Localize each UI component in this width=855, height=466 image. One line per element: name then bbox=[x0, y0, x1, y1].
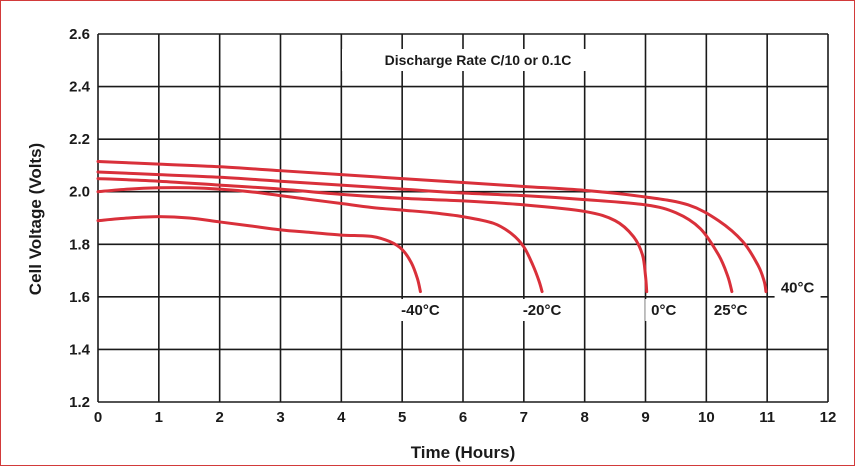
y-axis-ticks: 1.2 1.4 1.6 1.8 2.0 2.2 2.4 2.6 bbox=[69, 26, 91, 411]
x-tick-label: 4 bbox=[337, 409, 346, 426]
x-tick-label: 1 bbox=[155, 409, 163, 426]
x-tick-label: 5 bbox=[398, 409, 406, 426]
chart-annotation: Discharge Rate C/10 or 0.1C bbox=[385, 52, 572, 68]
y-tick-label: 1.6 bbox=[69, 289, 90, 306]
curves bbox=[96, 159, 768, 294]
x-tick-label: 8 bbox=[580, 409, 588, 426]
x-tick-label: 9 bbox=[641, 409, 649, 426]
series-line bbox=[96, 215, 422, 294]
x-tick-label: 0 bbox=[94, 409, 102, 426]
y-tick-label: 2.2 bbox=[69, 131, 90, 148]
x-tick-label: 12 bbox=[820, 409, 837, 426]
y-axis-label: Cell Voltage (Volts) bbox=[26, 143, 45, 295]
series-line bbox=[96, 170, 734, 294]
x-tick-label: 11 bbox=[759, 409, 775, 426]
y-tick-label: 1.2 bbox=[69, 394, 90, 411]
x-tick-label: 6 bbox=[459, 409, 467, 426]
curve-label-background bbox=[514, 299, 570, 321]
curve-label: 25°C bbox=[714, 302, 748, 319]
series-line bbox=[96, 159, 768, 294]
curve-label: 0°C bbox=[651, 302, 676, 319]
y-tick-label: 1.4 bbox=[69, 341, 91, 358]
x-axis-ticks: 0 1 2 3 4 5 6 7 8 9 10 11 12 bbox=[94, 409, 837, 426]
curve-label: 40°C bbox=[781, 280, 815, 297]
series-line bbox=[96, 186, 544, 294]
curve-label-background bbox=[645, 299, 683, 321]
x-tick-label: 3 bbox=[276, 409, 284, 426]
curve-labels: -40°C -20°C 0°C 25°C 40°C bbox=[392, 276, 821, 321]
x-tick-label: 10 bbox=[698, 409, 715, 426]
y-tick-label: 2.0 bbox=[69, 184, 90, 201]
series-line bbox=[96, 177, 649, 294]
y-tick-label: 2.4 bbox=[69, 79, 91, 96]
y-tick-label: 1.8 bbox=[69, 236, 90, 253]
curve-label-background bbox=[392, 299, 448, 321]
curve-label-background bbox=[774, 276, 821, 299]
curve-label-background bbox=[707, 299, 754, 321]
annotation-background bbox=[342, 49, 614, 71]
x-axis-label: Time (Hours) bbox=[411, 443, 516, 462]
curve-label: -40°C bbox=[401, 302, 440, 319]
x-tick-label: 2 bbox=[215, 409, 223, 426]
x-tick-label: 7 bbox=[520, 409, 528, 426]
y-tick-label: 2.6 bbox=[69, 26, 90, 43]
curve-label: -20°C bbox=[523, 302, 562, 319]
